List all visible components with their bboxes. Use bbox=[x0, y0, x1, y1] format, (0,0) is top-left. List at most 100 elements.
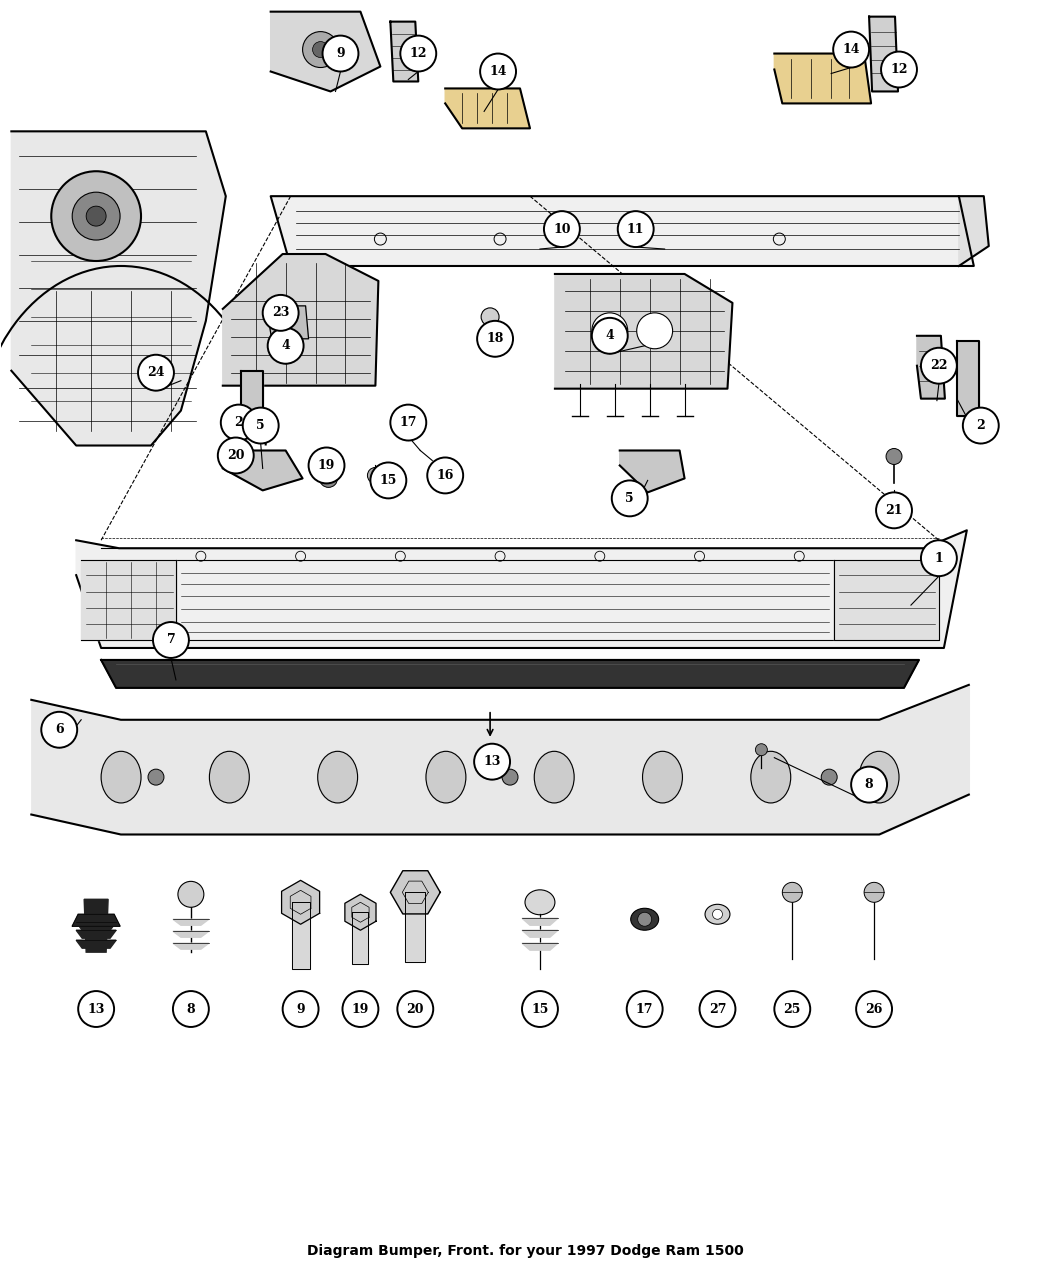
Circle shape bbox=[774, 991, 811, 1026]
Ellipse shape bbox=[705, 904, 730, 924]
Text: 23: 23 bbox=[272, 306, 290, 319]
Text: 10: 10 bbox=[553, 223, 570, 236]
Circle shape bbox=[397, 991, 434, 1026]
Text: 22: 22 bbox=[930, 360, 948, 372]
Text: 5: 5 bbox=[256, 419, 265, 432]
Text: 8: 8 bbox=[187, 1002, 195, 1015]
Polygon shape bbox=[353, 913, 369, 964]
Polygon shape bbox=[77, 922, 117, 931]
Ellipse shape bbox=[751, 751, 791, 803]
Text: 4: 4 bbox=[281, 339, 290, 352]
Polygon shape bbox=[391, 22, 418, 82]
Circle shape bbox=[427, 458, 463, 493]
Circle shape bbox=[230, 454, 248, 472]
Polygon shape bbox=[223, 450, 302, 491]
Text: 25: 25 bbox=[783, 1002, 801, 1015]
Text: 5: 5 bbox=[626, 492, 634, 505]
Circle shape bbox=[322, 36, 358, 71]
Polygon shape bbox=[554, 274, 733, 389]
Circle shape bbox=[86, 207, 106, 226]
Ellipse shape bbox=[643, 751, 682, 803]
Circle shape bbox=[138, 354, 174, 390]
Circle shape bbox=[921, 348, 957, 384]
Ellipse shape bbox=[318, 751, 358, 803]
Polygon shape bbox=[869, 17, 898, 92]
Circle shape bbox=[243, 408, 278, 444]
Polygon shape bbox=[173, 931, 209, 937]
Circle shape bbox=[319, 469, 337, 487]
Text: 7: 7 bbox=[167, 634, 175, 646]
Polygon shape bbox=[72, 914, 120, 926]
Circle shape bbox=[713, 909, 722, 919]
Circle shape bbox=[627, 991, 663, 1026]
Polygon shape bbox=[223, 254, 378, 385]
Circle shape bbox=[368, 468, 383, 483]
Circle shape bbox=[173, 991, 209, 1026]
Circle shape bbox=[852, 766, 887, 802]
Polygon shape bbox=[292, 903, 310, 969]
Circle shape bbox=[699, 991, 735, 1026]
Polygon shape bbox=[522, 944, 558, 950]
Circle shape bbox=[313, 42, 329, 57]
Text: 16: 16 bbox=[437, 469, 454, 482]
Text: 17: 17 bbox=[636, 1002, 653, 1015]
Circle shape bbox=[544, 212, 580, 247]
Text: 20: 20 bbox=[227, 449, 245, 462]
Text: 6: 6 bbox=[55, 723, 64, 736]
Text: 20: 20 bbox=[406, 1002, 424, 1015]
Polygon shape bbox=[77, 940, 117, 949]
Text: 19: 19 bbox=[318, 459, 335, 472]
Text: 14: 14 bbox=[842, 43, 860, 56]
Polygon shape bbox=[405, 892, 425, 963]
Ellipse shape bbox=[859, 751, 899, 803]
Circle shape bbox=[400, 421, 416, 436]
Circle shape bbox=[391, 404, 426, 441]
Circle shape bbox=[371, 463, 406, 499]
Circle shape bbox=[217, 437, 254, 473]
Circle shape bbox=[881, 51, 917, 88]
Text: 2: 2 bbox=[234, 416, 244, 430]
Polygon shape bbox=[173, 919, 209, 926]
Polygon shape bbox=[240, 371, 262, 436]
Polygon shape bbox=[344, 894, 376, 931]
Polygon shape bbox=[959, 196, 989, 266]
Polygon shape bbox=[917, 335, 945, 399]
Text: 14: 14 bbox=[489, 65, 507, 78]
Circle shape bbox=[856, 991, 892, 1026]
Circle shape bbox=[755, 743, 768, 756]
Polygon shape bbox=[957, 340, 979, 416]
Circle shape bbox=[342, 991, 378, 1026]
Circle shape bbox=[592, 317, 628, 353]
Circle shape bbox=[268, 328, 303, 363]
Circle shape bbox=[436, 460, 452, 477]
Polygon shape bbox=[445, 88, 530, 129]
Text: 26: 26 bbox=[865, 1002, 883, 1015]
Circle shape bbox=[636, 312, 673, 349]
Circle shape bbox=[72, 193, 120, 240]
Circle shape bbox=[302, 32, 338, 68]
Circle shape bbox=[262, 295, 298, 330]
Polygon shape bbox=[12, 131, 226, 445]
Circle shape bbox=[220, 404, 256, 441]
Text: 4: 4 bbox=[606, 329, 614, 342]
Polygon shape bbox=[391, 871, 440, 914]
Polygon shape bbox=[522, 918, 558, 926]
Circle shape bbox=[480, 54, 516, 89]
Polygon shape bbox=[271, 196, 973, 266]
Circle shape bbox=[475, 743, 510, 779]
Text: 2: 2 bbox=[976, 419, 985, 432]
Circle shape bbox=[963, 408, 999, 444]
Circle shape bbox=[886, 449, 902, 464]
Ellipse shape bbox=[525, 890, 554, 914]
Text: 19: 19 bbox=[352, 1002, 370, 1015]
Text: Diagram Bumper, Front. for your 1997 Dodge Ram 1500: Diagram Bumper, Front. for your 1997 Dod… bbox=[307, 1244, 743, 1258]
Circle shape bbox=[876, 492, 912, 528]
Ellipse shape bbox=[631, 908, 658, 931]
Polygon shape bbox=[81, 560, 176, 640]
Circle shape bbox=[522, 991, 558, 1026]
Circle shape bbox=[309, 448, 344, 483]
Text: 13: 13 bbox=[87, 1002, 105, 1015]
Text: 17: 17 bbox=[400, 416, 417, 430]
Circle shape bbox=[148, 769, 164, 785]
Polygon shape bbox=[101, 660, 919, 689]
